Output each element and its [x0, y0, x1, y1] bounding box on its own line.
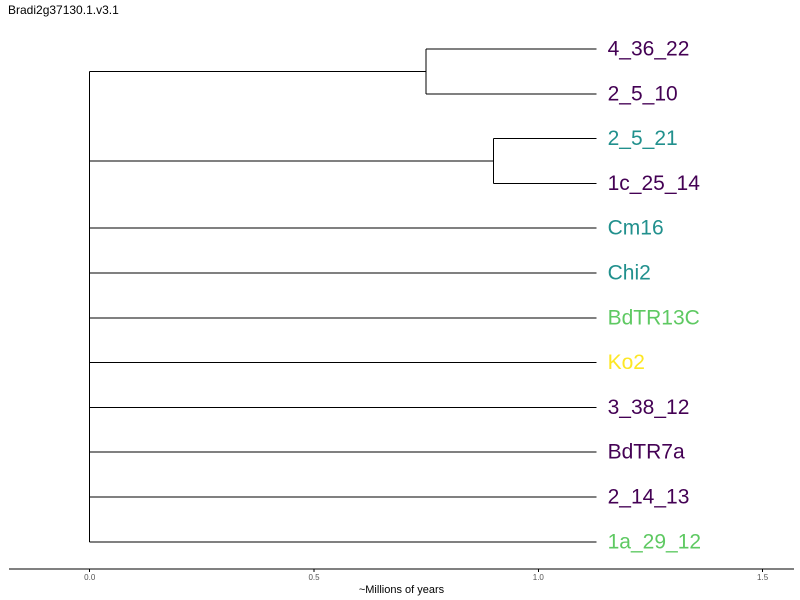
x-axis-ticks: 0.0 0.5 1.0 1.5 [84, 569, 769, 582]
tip-label: Ko2 [608, 351, 645, 374]
tip-label: BdTR13C [608, 306, 700, 329]
tip-label: 2_5_21 [608, 127, 678, 150]
tip-label: 1a_29_12 [608, 530, 701, 553]
page-title: Bradi2g37130.1.v3.1 [8, 3, 119, 17]
tip-label: BdTR7a [608, 441, 685, 464]
x-axis-tick-label: 0.0 [84, 573, 96, 582]
tip-label: 4_36_22 [608, 38, 690, 61]
tip-label: 1c_25_14 [608, 172, 701, 195]
x-axis-tick-label: 0.5 [308, 573, 320, 582]
tip-label: 2_5_10 [608, 82, 678, 105]
x-axis: 0.0 0.5 1.0 1.5 ~Millions of years [9, 568, 794, 596]
tip-label: Chi2 [608, 262, 651, 285]
x-axis-title: ~Millions of years [359, 584, 445, 596]
tip-labels: 4_36_22 2_5_10 2_5_21 1c_25_14 Cm16 Chi2 BdTR1… [608, 38, 701, 554]
x-axis-tick-label: 1.5 [757, 573, 769, 582]
x-axis-tick-label: 1.0 [533, 573, 545, 582]
tip-label: 2_14_13 [608, 486, 690, 509]
tip-label: Cm16 [608, 217, 664, 240]
tree-branches [89, 48, 597, 543]
tip-label: 3_38_12 [608, 396, 690, 419]
